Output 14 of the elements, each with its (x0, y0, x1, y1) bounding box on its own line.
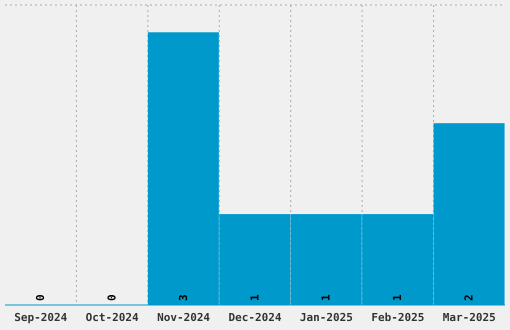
x-tick-label: Jan-2025 (300, 310, 353, 324)
data-label: 1 (248, 294, 262, 301)
x-tick-label: Sep-2024 (14, 310, 68, 324)
x-tick-label: Nov-2024 (157, 310, 210, 324)
data-label: 0 (34, 294, 47, 301)
data-label: 2 (462, 294, 476, 301)
data-label: 1 (391, 294, 404, 301)
x-tick-label: Oct-2024 (86, 310, 140, 324)
x-tick-label: Dec-2024 (228, 310, 282, 324)
x-tick-label: Mar-2025 (442, 310, 496, 324)
data-label: 3 (176, 294, 190, 301)
data-label: 1 (320, 294, 333, 301)
x-tick-label: Feb-2025 (371, 310, 424, 324)
data-label: 0 (105, 294, 118, 301)
